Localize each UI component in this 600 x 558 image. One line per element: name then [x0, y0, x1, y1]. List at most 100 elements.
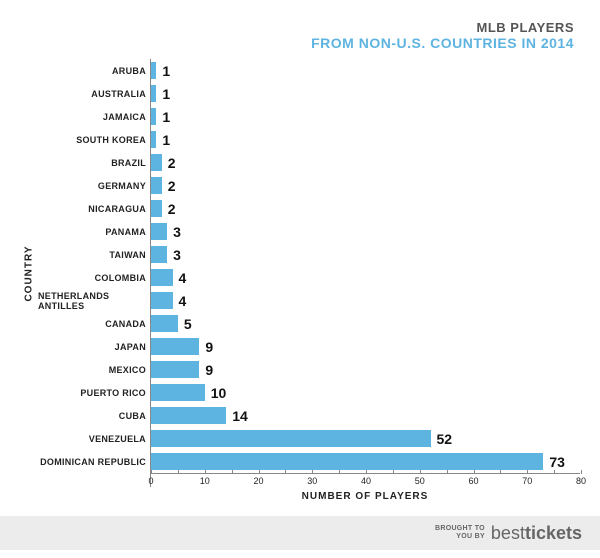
y-label: CUBA [38, 404, 150, 427]
y-label: SOUTH KOREA [38, 128, 150, 151]
bar [151, 246, 167, 263]
x-tick-label: 50 [415, 476, 425, 486]
x-tick [366, 470, 367, 474]
bar-row: 1 [151, 82, 580, 105]
y-axis-category-labels: ARUBAAUSTRALIAJAMAICASOUTH KOREABRAZILGE… [38, 59, 150, 487]
value-label: 73 [549, 454, 565, 470]
x-tick [232, 470, 233, 474]
bar [151, 223, 167, 240]
x-tick [259, 470, 260, 474]
x-tick-label: 40 [361, 476, 371, 486]
x-tick [554, 470, 555, 474]
value-label: 4 [179, 293, 187, 309]
bar [151, 154, 162, 171]
x-tick [420, 470, 421, 474]
bar [151, 453, 543, 470]
y-label: NETHERLANDS ANTILLES [38, 289, 150, 312]
bar [151, 131, 156, 148]
x-axis-label: NUMBER OF PLAYERS [150, 491, 580, 502]
brand-light: best [491, 523, 525, 543]
y-label: CANADA [38, 312, 150, 335]
x-tick [581, 470, 582, 474]
x-tick-label: 30 [307, 476, 317, 486]
bars-region: 1111222334459910145273 01020304050607080 [150, 59, 580, 487]
y-label: COLOMBIA [38, 266, 150, 289]
bar [151, 384, 205, 401]
bar [151, 85, 156, 102]
y-label: TAIWAN [38, 243, 150, 266]
y-label: AUSTRALIA [38, 82, 150, 105]
value-label: 9 [205, 339, 213, 355]
y-label: JAPAN [38, 335, 150, 358]
bar-row: 1 [151, 128, 580, 151]
value-label: 1 [162, 132, 170, 148]
x-tick-label: 70 [522, 476, 532, 486]
value-label: 5 [184, 316, 192, 332]
bar [151, 315, 178, 332]
bar [151, 177, 162, 194]
value-label: 2 [168, 201, 176, 217]
value-label: 52 [437, 431, 453, 447]
bars-stack: 1111222334459910145273 [151, 59, 580, 473]
bar-row: 1 [151, 105, 580, 128]
value-label: 2 [168, 178, 176, 194]
y-label: VENEZUELA [38, 427, 150, 450]
bar [151, 200, 162, 217]
x-tick [339, 470, 340, 474]
bar-row: 2 [151, 151, 580, 174]
value-label: 3 [173, 224, 181, 240]
x-tick [447, 470, 448, 474]
title-line-1: MLB PLAYERS [20, 20, 574, 35]
x-axis: 01020304050607080 [151, 473, 580, 487]
y-label: PUERTO RICO [38, 381, 150, 404]
y-axis-label: COUNTRY [24, 245, 35, 301]
value-label: 14 [232, 408, 248, 424]
value-label: 1 [162, 109, 170, 125]
brand-bold: tickets [525, 523, 582, 543]
x-tick-label: 10 [200, 476, 210, 486]
y-label: PANAMA [38, 220, 150, 243]
x-tick-label: 20 [253, 476, 263, 486]
value-label: 9 [205, 362, 213, 378]
footer-brand: besttickets [491, 523, 582, 544]
value-label: 1 [162, 63, 170, 79]
value-label: 4 [179, 270, 187, 286]
plot-area: COUNTRY ARUBAAUSTRALIAJAMAICASOUTH KOREA… [20, 59, 580, 487]
value-label: 2 [168, 155, 176, 171]
bar-row: 4 [151, 289, 580, 312]
y-label: DOMINICAN REPUBLIC [38, 450, 150, 473]
x-tick-label: 60 [468, 476, 478, 486]
bar [151, 269, 173, 286]
y-label: JAMAICA [38, 105, 150, 128]
x-tick-label: 0 [148, 476, 153, 486]
x-tick-label: 80 [576, 476, 586, 486]
y-axis-label-wrap: COUNTRY [20, 59, 38, 487]
footer-brought-line2: YOU BY [435, 533, 485, 541]
y-label: MEXICO [38, 358, 150, 381]
x-tick [393, 470, 394, 474]
x-tick [312, 470, 313, 474]
bar [151, 430, 431, 447]
bar-row: 2 [151, 174, 580, 197]
x-tick [178, 470, 179, 474]
chart-title-block: MLB PLAYERS FROM NON-U.S. COUNTRIES IN 2… [20, 20, 580, 51]
chart-container: MLB PLAYERS FROM NON-U.S. COUNTRIES IN 2… [0, 0, 600, 502]
x-tick [151, 470, 152, 474]
x-tick [285, 470, 286, 474]
bar-row: 3 [151, 243, 580, 266]
y-label: GERMANY [38, 174, 150, 197]
title-line-2: FROM NON-U.S. COUNTRIES IN 2014 [20, 35, 574, 51]
bar [151, 361, 199, 378]
bar-row: 1 [151, 59, 580, 82]
x-tick [500, 470, 501, 474]
bar [151, 108, 156, 125]
bar-row: 10 [151, 381, 580, 404]
footer: BROUGHT TO YOU BY besttickets [0, 516, 600, 550]
bar [151, 62, 156, 79]
y-label: NICARAGUA [38, 197, 150, 220]
bar-row: 5 [151, 312, 580, 335]
value-label: 1 [162, 86, 170, 102]
y-label: BRAZIL [38, 151, 150, 174]
x-tick [527, 470, 528, 474]
bar-row: 52 [151, 427, 580, 450]
